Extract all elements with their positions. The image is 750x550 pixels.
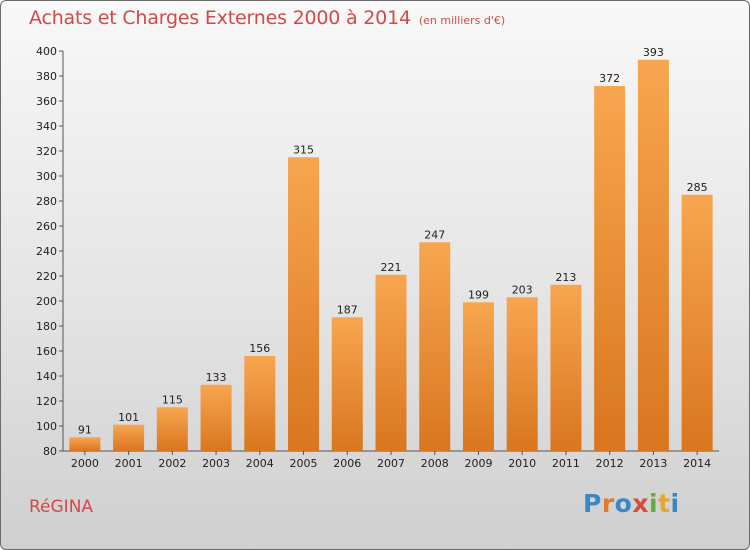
data-label-2006: 187 <box>337 303 358 316</box>
y-tick-label: 160 <box>36 345 57 358</box>
chart-title: Achats et Charges Externes 2000 à 2014 (e… <box>29 7 505 29</box>
data-label-2005: 315 <box>293 143 314 156</box>
bar-2005 <box>288 157 320 451</box>
x-tick-label-2010: 2010 <box>508 457 536 470</box>
y-tick-label: 280 <box>36 195 57 208</box>
y-tick-label: 360 <box>36 95 57 108</box>
data-label-2003: 133 <box>206 371 227 384</box>
chart-title-main: Achats et Charges Externes 2000 à 2014 <box>29 7 411 29</box>
y-tick-label: 100 <box>36 420 57 433</box>
bar-2012 <box>594 86 626 451</box>
data-label-2012: 372 <box>599 72 620 85</box>
logo-letter: r <box>601 489 615 518</box>
y-tick-label: 380 <box>36 70 57 83</box>
x-tick-label-2007: 2007 <box>377 457 405 470</box>
y-tick-label: 120 <box>36 395 57 408</box>
logo-letter: P <box>583 489 602 518</box>
x-tick-label-2003: 2003 <box>202 457 230 470</box>
x-tick-label-2012: 2012 <box>596 457 624 470</box>
x-tick-label-2005: 2005 <box>290 457 318 470</box>
logo-letter: t <box>658 489 671 518</box>
logo-letter: x <box>632 489 649 518</box>
x-tick-label-2011: 2011 <box>552 457 580 470</box>
x-tick-label-2013: 2013 <box>639 457 667 470</box>
y-tick-label: 220 <box>36 270 57 283</box>
x-tick-label-2000: 2000 <box>71 457 99 470</box>
bar-2004 <box>244 356 276 451</box>
chart-title-unit: (en milliers d'€) <box>418 14 506 27</box>
bar-2001 <box>113 424 145 451</box>
y-tick-label: 180 <box>36 320 57 333</box>
logo-letter: i <box>670 489 680 518</box>
y-tick-label: 320 <box>36 145 57 158</box>
bar-2006 <box>331 317 363 451</box>
logo-letter: o <box>614 489 633 518</box>
bar-2014 <box>681 194 713 451</box>
y-tick-label: 140 <box>36 370 57 383</box>
data-label-2011: 213 <box>555 271 576 284</box>
bar-layer <box>69 59 713 451</box>
data-label-2007: 221 <box>381 261 402 274</box>
bar-2010 <box>506 297 538 451</box>
proxiti-logo[interactable]: Proxiti <box>583 489 680 518</box>
bar-2013 <box>637 59 669 451</box>
data-label-2008: 247 <box>424 228 445 241</box>
y-tick-label: 200 <box>36 295 57 308</box>
x-tick-label-2009: 2009 <box>464 457 492 470</box>
x-tick-label-2002: 2002 <box>158 457 186 470</box>
x-tick-label-2004: 2004 <box>246 457 274 470</box>
x-tick-label-2006: 2006 <box>333 457 361 470</box>
data-label-2010: 203 <box>512 283 533 296</box>
x-tick-label-2001: 2001 <box>115 457 143 470</box>
logo-letter: i <box>649 489 659 518</box>
data-label-2013: 393 <box>643 46 664 59</box>
bar-2011 <box>550 284 582 451</box>
bar-2007 <box>375 274 407 451</box>
bar-2002 <box>156 407 188 451</box>
y-tick-label: 400 <box>36 45 57 58</box>
bar-2003 <box>200 384 232 451</box>
bar-2000 <box>69 437 101 451</box>
y-tick-label: 80 <box>43 445 57 458</box>
bar-2009 <box>462 302 494 451</box>
y-tick-label: 300 <box>36 170 57 183</box>
data-label-2014: 285 <box>687 181 708 194</box>
y-tick-label: 260 <box>36 220 57 233</box>
x-tick-label-2014: 2014 <box>683 457 711 470</box>
data-label-2001: 101 <box>118 411 139 424</box>
data-label-2004: 156 <box>249 342 270 355</box>
y-tick-label: 240 <box>36 245 57 258</box>
data-label-2002: 115 <box>162 393 183 406</box>
y-tick-label: 340 <box>36 120 57 133</box>
data-label-2000: 91 <box>78 423 92 436</box>
data-label-2009: 199 <box>468 288 489 301</box>
label-layer: 91 101 115 133 156 315 187 221 247 199 203 213 372 39… <box>78 46 708 437</box>
x-tick-label-2008: 2008 <box>421 457 449 470</box>
commune-name: RéGINA <box>29 497 94 517</box>
bar-2008 <box>419 242 451 451</box>
